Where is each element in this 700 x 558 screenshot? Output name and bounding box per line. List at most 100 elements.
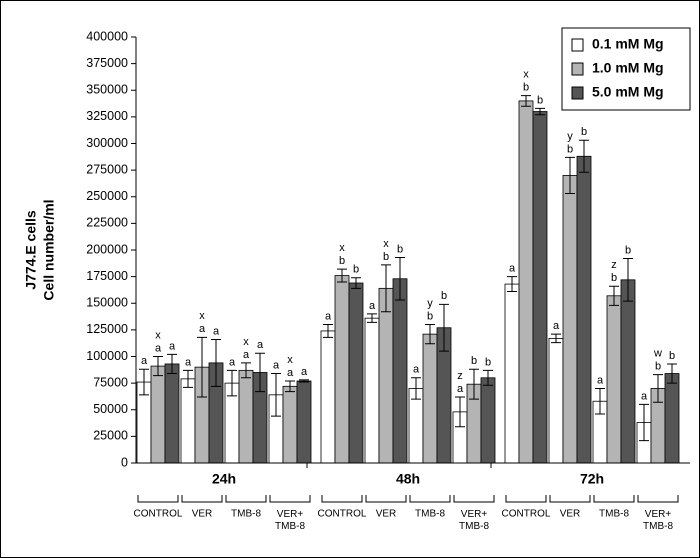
significance-letter: b xyxy=(581,126,587,138)
significance-letter: a xyxy=(185,356,192,368)
significance-letter: a xyxy=(641,390,648,402)
bar xyxy=(606,295,622,464)
significance-letter: b xyxy=(567,143,573,155)
error-bar xyxy=(153,356,163,377)
significance-letter: a xyxy=(257,339,264,351)
significance-letter: b xyxy=(441,290,447,302)
legend-swatch xyxy=(571,86,584,100)
group-label: 72h xyxy=(580,471,604,487)
category-bracket xyxy=(181,495,223,503)
significance-letter: b xyxy=(383,251,389,263)
error-bar xyxy=(469,368,479,400)
error-bar xyxy=(521,95,531,107)
x-tick-label: VER xyxy=(192,509,213,520)
y-tick-label: 250000 xyxy=(86,189,128,203)
error-bar xyxy=(285,380,295,393)
significance-letter: x xyxy=(523,68,529,80)
y-tick-label: 350000 xyxy=(86,83,128,97)
significance-letter: a xyxy=(243,349,250,361)
x-tick-label: VER+ TMB-8 xyxy=(459,509,489,532)
error-bar xyxy=(551,333,561,344)
x-tick-label: VER+ TMB-8 xyxy=(275,509,305,532)
bar xyxy=(548,337,564,464)
error-bar xyxy=(595,387,605,415)
error-bar xyxy=(381,264,391,313)
error-bar xyxy=(337,268,347,283)
bar xyxy=(348,282,364,464)
error-bar xyxy=(211,338,221,387)
bar xyxy=(296,380,312,464)
category-bracket xyxy=(593,495,635,503)
x-tick-label: VER+ TMB-8 xyxy=(643,509,673,532)
significance-letter: a xyxy=(229,356,236,368)
legend-swatch xyxy=(571,62,584,76)
significance-letter: b xyxy=(353,264,359,276)
bar xyxy=(164,363,180,464)
significance-letter: a xyxy=(457,383,464,395)
significance-letter: b xyxy=(427,310,433,322)
category-bracket xyxy=(365,495,407,503)
error-bar xyxy=(653,374,663,403)
category-bracket xyxy=(137,495,179,503)
y-tick-label: 225000 xyxy=(86,216,128,230)
error-bar xyxy=(565,156,575,195)
bar xyxy=(364,317,380,464)
significance-letter: a xyxy=(325,310,332,322)
error-bar xyxy=(167,353,177,375)
bar xyxy=(180,378,196,464)
y-tick-label: 375000 xyxy=(86,56,128,70)
bar xyxy=(422,333,438,464)
y-tick-label: 300000 xyxy=(86,136,128,150)
error-bar xyxy=(639,403,649,442)
x-tick-label: VER xyxy=(376,509,397,520)
bar xyxy=(480,377,496,464)
bar xyxy=(620,279,636,464)
bar xyxy=(334,275,350,464)
error-bar xyxy=(579,139,589,173)
y-tick-label: 150000 xyxy=(86,296,128,310)
error-bar xyxy=(241,362,251,379)
significance-letter: a xyxy=(301,366,308,378)
significance-letter: z xyxy=(611,259,617,271)
bar xyxy=(150,365,166,464)
significance-letter: z xyxy=(457,370,463,382)
error-bar xyxy=(455,396,465,428)
bar xyxy=(532,111,548,464)
significance-letter: x xyxy=(243,336,249,348)
error-bar xyxy=(351,277,361,289)
error-bar xyxy=(227,369,237,397)
significance-letter: b xyxy=(471,355,477,367)
significance-letter: b xyxy=(397,243,403,255)
y-tick-label: 200000 xyxy=(86,242,128,256)
y-tick-label: 50000 xyxy=(93,402,128,416)
error-bar xyxy=(367,313,377,323)
significance-letter: x xyxy=(383,238,389,250)
x-tick-label: TMB-8 xyxy=(231,509,261,520)
significance-letter: x xyxy=(199,310,205,322)
y-axis-title: J774.E cells Cell number/ml xyxy=(23,199,57,300)
error-bar xyxy=(667,363,677,384)
significance-letter: a xyxy=(199,323,206,335)
significance-letter: b xyxy=(611,272,617,284)
x-tick-label: VER xyxy=(560,509,581,520)
error-bar xyxy=(535,107,545,116)
y-tick-label: 325000 xyxy=(86,109,128,123)
x-tick-label: CONTROL xyxy=(502,509,551,520)
bar xyxy=(518,100,534,464)
y-label-line: J774.E cells xyxy=(23,210,39,290)
category-bracket xyxy=(225,495,267,503)
group-label: 24h xyxy=(212,471,236,487)
error-bar xyxy=(323,324,333,338)
error-bar xyxy=(271,373,281,417)
significance-letter: b xyxy=(523,81,529,93)
category-bracket xyxy=(549,495,591,503)
error-bar xyxy=(439,303,449,352)
significance-letter: b xyxy=(655,361,661,373)
significance-letter: b xyxy=(485,356,491,368)
significance-letter: x xyxy=(155,329,161,341)
category-bracket xyxy=(269,495,311,503)
significance-letter: a xyxy=(597,374,604,386)
legend-label: 0.1 mM Mg xyxy=(592,36,664,52)
error-bar xyxy=(255,352,265,393)
